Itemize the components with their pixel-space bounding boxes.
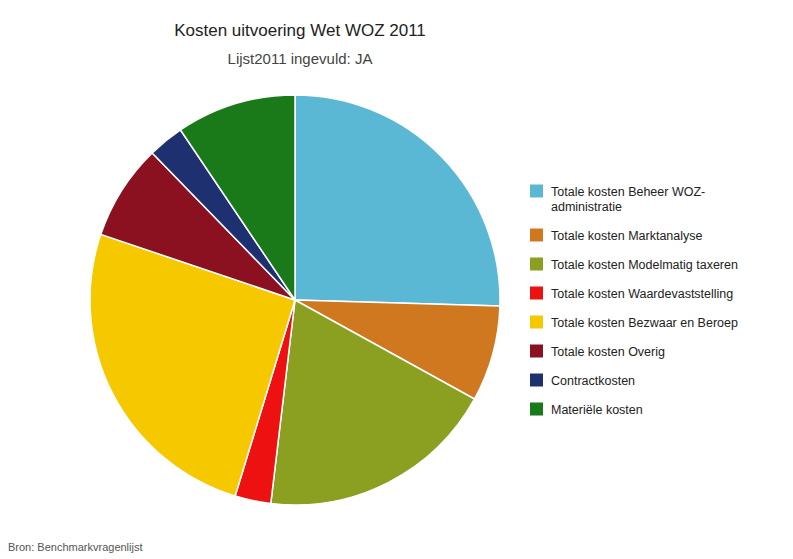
legend-label: Contractkosten [551,374,635,388]
legend-swatch [530,403,543,416]
title: Kosten uitvoering Wet WOZ 2011 [174,21,426,40]
legend-label: Totale kosten Marktanalyse [551,229,703,243]
legend-swatch [530,258,543,271]
chart: Kosten uitvoering Wet WOZ 2011 Lijst2011 … [0,0,793,559]
legend-label: Totale kosten Waardevaststelling [551,287,733,301]
legend-swatch [530,345,543,358]
legend-swatch [530,287,543,300]
pie-slice [180,95,295,300]
legend: Totale kosten Beheer WOZ-administratie To… [530,185,738,417]
legend-label: Materiële kosten [551,403,643,417]
pie-slice [295,95,500,306]
legend-swatch [530,229,543,242]
pie [90,95,500,505]
legend-swatch [530,374,543,387]
legend-swatch [530,185,543,198]
legend-label: Totale kosten Bezwaar en Beroep [551,316,738,330]
pie-slice [271,300,475,505]
subtitle: Lijst2011 ingevuld: JA [228,50,373,67]
legend-label: Totale kosten Beheer WOZ-administratie [551,185,705,214]
legend-swatch [530,316,543,329]
annotation: Bron: Benchmarkvragenlijst [8,541,143,553]
legend-label: Totale kosten Overig [551,345,665,359]
legend-label: Totale kosten Modelmatig taxeren [551,258,738,272]
chart-container: Kosten uitvoering Wet WOZ 2011 Lijst2011 … [0,0,793,559]
